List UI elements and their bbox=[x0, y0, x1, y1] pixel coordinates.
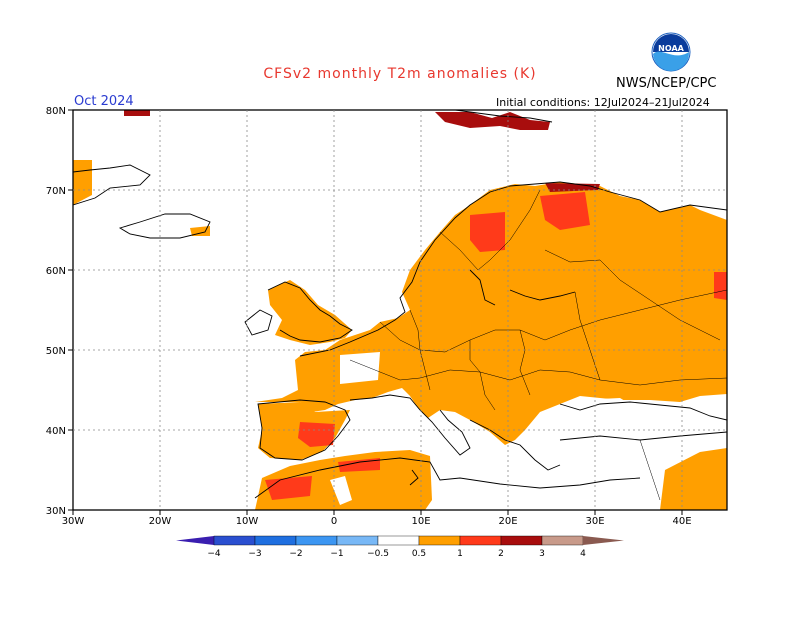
anomaly-shading bbox=[73, 110, 727, 510]
lon-label: 20W bbox=[149, 516, 172, 527]
graticule bbox=[73, 110, 727, 510]
colorbar-label: −2 bbox=[289, 549, 302, 559]
initial-conditions: Initial conditions: 12Jul2024–21Jul2024 bbox=[496, 96, 710, 109]
coastlines bbox=[73, 110, 727, 499]
colorbar-cell bbox=[176, 536, 214, 545]
colorbar bbox=[176, 535, 624, 546]
lat-label: 30N bbox=[46, 506, 66, 517]
colorbar-cell bbox=[336, 535, 379, 546]
lat-label: 80N bbox=[46, 106, 66, 117]
colorbar-cell bbox=[213, 535, 256, 546]
colorbar-cell bbox=[418, 535, 461, 546]
colorbar-cell bbox=[254, 535, 297, 546]
anomaly-region-scandinavia-red bbox=[470, 212, 505, 252]
anomaly-region-svalbard bbox=[435, 112, 550, 130]
lon-labels: 30W 20W 10W 0 10E 20E 30E 40E bbox=[62, 516, 692, 527]
lon-label: 0 bbox=[331, 516, 337, 527]
colorbar-label: −4 bbox=[207, 549, 221, 559]
lat-label: 70N bbox=[46, 186, 66, 197]
colorbar-label: −0.5 bbox=[367, 549, 389, 559]
map-title: CFSv2 monthly T2m anomalies (K) bbox=[263, 66, 537, 82]
colorbar-cell bbox=[377, 535, 420, 546]
colorbar-label: 0.5 bbox=[412, 549, 426, 559]
colorbar-labels: −4 −3 −2 −1 −0.5 0.5 1 2 3 4 bbox=[207, 549, 586, 559]
forecast-period: Oct 2024 bbox=[74, 94, 134, 109]
colorbar-cell bbox=[295, 535, 338, 546]
lat-labels: 80N 70N 60N 50N 40N 30N bbox=[46, 106, 66, 517]
lon-label: 30E bbox=[585, 516, 604, 527]
lat-label: 40N bbox=[46, 426, 66, 437]
noaa-logo-icon: NOAA bbox=[651, 32, 691, 72]
lon-label: 10W bbox=[236, 516, 259, 527]
colorbar-cell bbox=[541, 535, 584, 546]
colorbar-label: −3 bbox=[248, 549, 261, 559]
axis-ticks bbox=[68, 109, 683, 515]
anomaly-region-greenland bbox=[73, 160, 92, 205]
lon-label: 30W bbox=[62, 516, 85, 527]
noaa-logo-text: NOAA bbox=[658, 44, 684, 53]
lat-label: 50N bbox=[46, 346, 66, 357]
lat-label: 60N bbox=[46, 266, 66, 277]
colorbar-label: 3 bbox=[539, 549, 545, 559]
anomaly-region-east-africa bbox=[660, 448, 727, 510]
colorbar-cell bbox=[500, 535, 543, 546]
anomaly-region-britain bbox=[268, 280, 352, 345]
colorbar-cell bbox=[459, 535, 502, 546]
colorbar-label: 2 bbox=[498, 549, 504, 559]
colorbar-label: 1 bbox=[457, 549, 463, 559]
lon-label: 10E bbox=[411, 516, 430, 527]
colorbar-label: 4 bbox=[580, 549, 586, 559]
agency-label: NWS/NCEP/CPC bbox=[616, 76, 717, 91]
map-frame bbox=[72, 109, 728, 511]
lon-label: 20E bbox=[498, 516, 517, 527]
lon-label: 40E bbox=[672, 516, 691, 527]
colorbar-cell bbox=[583, 536, 624, 545]
colorbar-label: −1 bbox=[330, 549, 343, 559]
anomaly-region-iceland bbox=[190, 226, 210, 236]
